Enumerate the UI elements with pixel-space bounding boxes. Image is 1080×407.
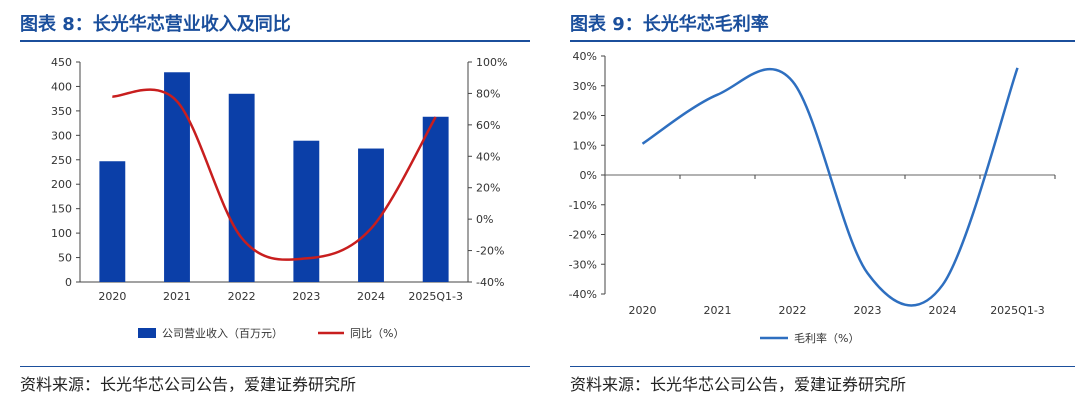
revenue-bar bbox=[358, 148, 384, 282]
y-tick-label: 200 bbox=[51, 178, 72, 191]
y-tick-label: 0% bbox=[580, 169, 597, 182]
x-tick-label: 2021 bbox=[163, 290, 191, 303]
y2-tick-label: 20% bbox=[476, 182, 500, 195]
y-tick-label: -40% bbox=[569, 288, 597, 301]
x-tick-label: 2022 bbox=[779, 304, 807, 317]
yoy-line bbox=[112, 88, 437, 261]
revenue-bar bbox=[293, 140, 320, 282]
y-tick-label: 20% bbox=[573, 110, 597, 123]
y-tick-label: 40% bbox=[573, 50, 597, 63]
y-tick-label: 10% bbox=[573, 139, 597, 152]
y2-tick-label: 40% bbox=[476, 150, 500, 163]
revenue-bar bbox=[228, 93, 255, 283]
y-tick-label: 100 bbox=[51, 227, 72, 240]
y-tick-label: 250 bbox=[51, 154, 72, 167]
margin-chart: 40% 30% 20% 10% 0% -10% -20% -30% -40% 2020 2021 20… bbox=[569, 50, 1056, 345]
revenue-bar bbox=[99, 161, 126, 282]
y-tick-label: 150 bbox=[51, 203, 72, 216]
title-rule bbox=[20, 40, 530, 42]
x-tick-label: 2021 bbox=[704, 304, 732, 317]
revenue-chart: 450 400 350 300 250 200 150 100 50 0 100% 80% 60% 40%… bbox=[51, 56, 507, 340]
x-tick-label: 2020 bbox=[98, 290, 126, 303]
y2-tick-label: 0% bbox=[476, 213, 493, 226]
x-tick-label: 2024 bbox=[357, 290, 385, 303]
gross-margin-line bbox=[641, 67, 1019, 307]
y2-tick-label: 80% bbox=[476, 87, 500, 100]
y-tick-label: 350 bbox=[51, 105, 72, 118]
revenue-chart-panel: 图表 8：长光华芯营业收入及同比 450 400 350 300 250 200 150 10… bbox=[0, 0, 535, 407]
y2-tick-label: -40% bbox=[476, 276, 504, 289]
y-tick-label: 30% bbox=[573, 80, 597, 93]
source-rule bbox=[20, 366, 530, 367]
y-tick-label: -30% bbox=[569, 258, 597, 271]
legend-line-label: 同比（%） bbox=[350, 327, 404, 340]
y-tick-label: -10% bbox=[569, 199, 597, 212]
y-tick-label: 300 bbox=[51, 129, 72, 142]
legend-bar-label: 公司营业收入（百万元） bbox=[162, 326, 283, 340]
x-tick-label: 2020 bbox=[629, 304, 657, 317]
margin-chart-source: 资料来源：长光华芯公司公告，爱建证券研究所 bbox=[570, 375, 907, 394]
y2-tick-label: -20% bbox=[476, 245, 504, 258]
source-rule bbox=[570, 366, 1075, 367]
y2-tick-label: 100% bbox=[476, 56, 507, 69]
y-tick-label: 400 bbox=[51, 80, 72, 93]
revenue-bar bbox=[422, 116, 449, 282]
x-tick-label: 2023 bbox=[292, 290, 320, 303]
x-tick-label: 2024 bbox=[929, 304, 957, 317]
x-tick-label: 2023 bbox=[854, 304, 882, 317]
y-tick-label: 0 bbox=[65, 276, 72, 289]
revenue-bar bbox=[164, 72, 190, 282]
y-tick-label: -20% bbox=[569, 229, 597, 242]
x-tick-label: 2025Q1-3 bbox=[408, 290, 463, 303]
x-tick-label: 2022 bbox=[228, 290, 256, 303]
y2-tick-label: 60% bbox=[476, 119, 500, 132]
revenue-chart-title: 图表 8：长光华芯营业收入及同比 bbox=[20, 14, 291, 35]
y-tick-label: 450 bbox=[51, 56, 72, 69]
y-tick-label: 50 bbox=[58, 252, 72, 265]
x-tick-label: 2025Q1-3 bbox=[990, 304, 1045, 317]
legend-line-label: 毛利率（%） bbox=[794, 331, 859, 345]
legend-bar-swatch bbox=[138, 328, 156, 338]
title-rule bbox=[570, 40, 1075, 42]
margin-chart-title: 图表 9：长光华芯毛利率 bbox=[570, 14, 769, 35]
margin-chart-panel: 图表 9：长光华芯毛利率 40% 30% 20% 10% 0% -10% -20% -30% -… bbox=[550, 0, 1080, 407]
revenue-chart-source: 资料来源：长光华芯公司公告，爱建证券研究所 bbox=[20, 375, 357, 394]
